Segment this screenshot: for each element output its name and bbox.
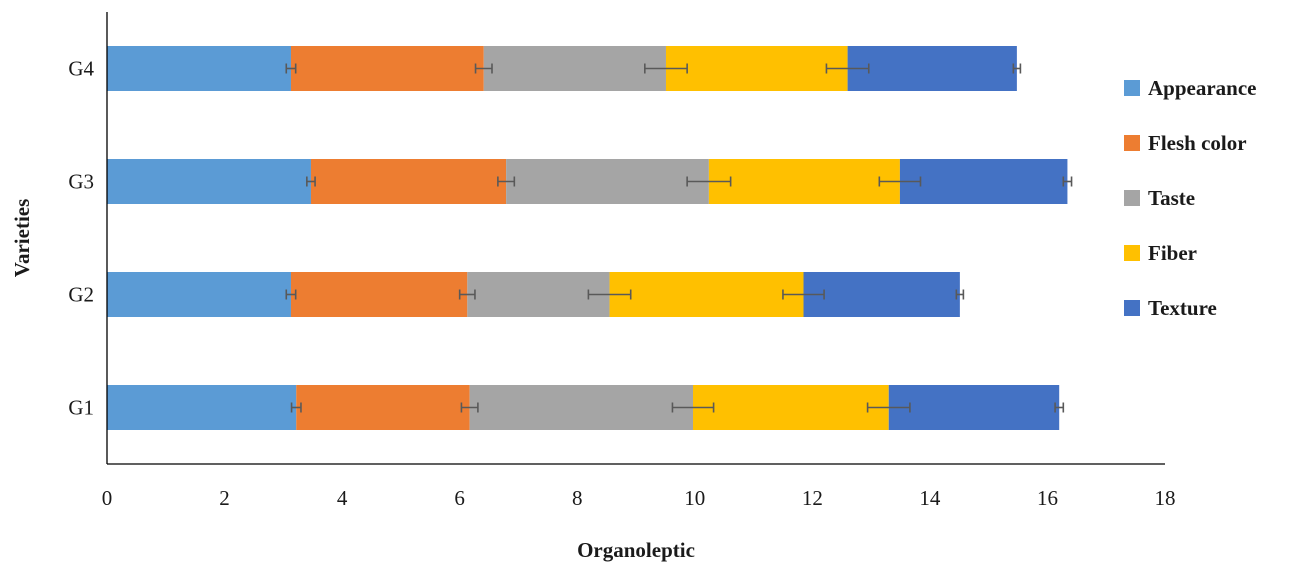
category-label-g3: G3	[68, 170, 94, 194]
legend-swatch	[1124, 300, 1140, 316]
error-bar-g3-taste	[686, 176, 732, 187]
error-bar-g3-appearance	[306, 176, 316, 187]
bars-layer	[107, 46, 1068, 430]
error-bar-g2-flesh-color	[458, 289, 476, 300]
bar-g1-appearance	[107, 385, 297, 430]
error-bar-g4-taste	[644, 63, 688, 74]
legend-label: Flesh color	[1148, 131, 1247, 155]
error-bars-layer	[285, 63, 1073, 413]
bar-g3-fiber	[708, 159, 900, 204]
bar-g2-taste	[467, 272, 610, 317]
error-bar-g1-appearance	[290, 402, 302, 413]
legend-item-appearance: Appearance	[1124, 76, 1257, 100]
x-tick-label: 12	[802, 486, 823, 510]
bar-g1-taste	[469, 385, 694, 430]
bar-g2-appearance	[107, 272, 291, 317]
error-bar-g2-texture	[955, 289, 965, 300]
legend-swatch	[1124, 80, 1140, 96]
bar-g4-taste	[483, 46, 666, 91]
legend-item-texture: Texture	[1124, 296, 1217, 320]
legend-label: Appearance	[1148, 76, 1257, 100]
x-tick-label: 10	[684, 486, 705, 510]
legend-item-flesh-color: Flesh color	[1124, 131, 1247, 155]
bar-g4-flesh-color	[290, 46, 484, 91]
error-bar-g4-texture	[1012, 63, 1022, 74]
bar-g4-appearance	[107, 46, 291, 91]
bar-g3-flesh-color	[310, 159, 507, 204]
error-bar-g4-appearance	[285, 63, 297, 74]
x-tick-label: 0	[102, 486, 113, 510]
legend-swatch	[1124, 245, 1140, 261]
legend-item-fiber: Fiber	[1124, 241, 1197, 265]
bar-g2-flesh-color	[290, 272, 468, 317]
error-bar-g2-appearance	[285, 289, 297, 300]
x-tick-labels: 0 2 4 6 8 10 12 14 16 18	[102, 486, 1176, 510]
x-tick-label: 14	[919, 486, 941, 510]
category-labels: G1 G2 G3 G4	[68, 57, 94, 420]
category-label-g2: G2	[68, 283, 94, 307]
legend-item-taste: Taste	[1124, 186, 1195, 210]
legend-swatch	[1124, 190, 1140, 206]
error-bar-g4-flesh-color	[474, 63, 493, 74]
bar-g3-texture	[899, 159, 1068, 204]
category-label-g4: G4	[68, 57, 94, 81]
y-axis-title: Varieties	[10, 199, 34, 278]
bar-g1-fiber	[693, 385, 889, 430]
error-bar-g1-texture	[1054, 402, 1065, 413]
legend-label: Fiber	[1148, 241, 1197, 265]
x-tick-label: 8	[572, 486, 583, 510]
x-tick-label: 2	[219, 486, 230, 510]
error-bar-g4-fiber	[825, 63, 870, 74]
x-tick-label: 18	[1155, 486, 1176, 510]
error-bar-g2-taste	[587, 289, 632, 300]
x-axis-title: Organoleptic	[577, 538, 695, 562]
error-bar-g2-fiber	[782, 289, 825, 300]
error-bar-g1-taste	[671, 402, 715, 413]
bar-g3-taste	[506, 159, 709, 204]
x-tick-label: 4	[337, 486, 348, 510]
legend-swatch	[1124, 135, 1140, 151]
bar-g1-flesh-color	[296, 385, 470, 430]
bar-g2-fiber	[609, 272, 804, 317]
error-bar-g3-texture	[1062, 176, 1073, 187]
bar-g2-texture	[803, 272, 960, 317]
legend-label: Texture	[1148, 296, 1217, 320]
legend: Appearance Flesh color Taste Fiber Texture	[1124, 76, 1257, 320]
bar-g4-texture	[847, 46, 1017, 91]
bar-g1-texture	[888, 385, 1060, 430]
error-bar-g1-fiber	[866, 402, 911, 413]
x-tick-label: 6	[454, 486, 465, 510]
error-bar-g3-fiber	[878, 176, 922, 187]
bar-g4-fiber	[665, 46, 848, 91]
bar-g3-appearance	[107, 159, 311, 204]
error-bar-g1-flesh-color	[460, 402, 479, 413]
error-bar-g3-flesh-color	[497, 176, 516, 187]
category-label-g1: G1	[68, 396, 94, 420]
axes-layer	[106, 12, 1165, 465]
x-tick-label: 16	[1037, 486, 1058, 510]
legend-label: Taste	[1148, 186, 1195, 210]
